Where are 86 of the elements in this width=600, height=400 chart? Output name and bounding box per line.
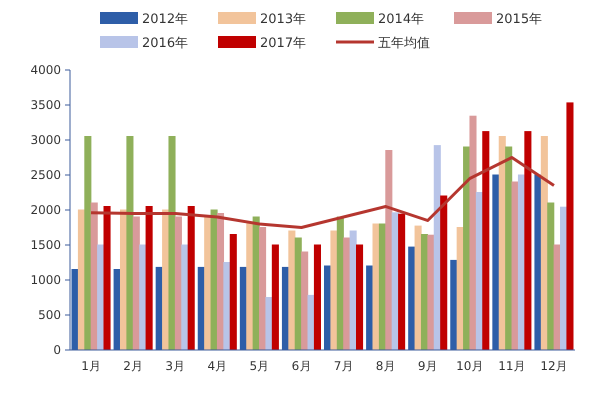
bar <box>554 244 561 350</box>
x-tick-label: 11月 <box>498 359 526 373</box>
bar <box>168 136 176 350</box>
bar <box>392 212 399 350</box>
bar <box>188 206 195 350</box>
y-tick-label: 1500 <box>30 238 61 252</box>
legend-label: 2016年 <box>142 36 188 51</box>
bar <box>372 224 380 350</box>
bar <box>498 136 506 350</box>
legend-label: 2017年 <box>260 36 306 51</box>
bar <box>408 246 416 350</box>
bar <box>343 238 350 350</box>
bar <box>126 136 134 350</box>
bar <box>476 192 483 350</box>
bar <box>463 146 470 350</box>
bar <box>78 210 85 350</box>
x-tick-label: 6月 <box>292 359 312 373</box>
legend-label: 2015年 <box>496 12 542 27</box>
x-tick-label: 8月 <box>376 359 396 373</box>
bar <box>272 244 279 350</box>
bar <box>282 266 289 350</box>
bar <box>366 266 374 350</box>
bar <box>524 131 532 350</box>
legend-label: 2014年 <box>378 12 424 27</box>
bar <box>547 202 554 350</box>
x-tick-label: 7月 <box>334 359 354 373</box>
y-tick-label: 500 <box>38 308 61 322</box>
bar <box>456 227 464 350</box>
x-tick-label: 1月 <box>81 359 101 373</box>
bar <box>314 244 321 350</box>
bar <box>223 262 230 350</box>
bar <box>174 216 182 350</box>
x-tick-label: 10月 <box>456 359 484 373</box>
bar <box>512 182 519 350</box>
y-tick-label: 2000 <box>30 203 61 217</box>
x-tick-label: 5月 <box>250 359 270 373</box>
line-series <box>90 156 556 229</box>
y-tick-label: 3000 <box>30 133 61 147</box>
bar <box>427 234 434 350</box>
bar <box>114 269 121 350</box>
bar <box>414 226 422 350</box>
bar <box>204 216 212 350</box>
bar <box>324 266 332 350</box>
legend-label: 五年均值 <box>378 36 430 51</box>
x-tick-label: 9月 <box>418 359 438 373</box>
x-tick-label: 12月 <box>540 359 568 373</box>
bar <box>350 230 357 350</box>
bar <box>378 224 386 350</box>
bar <box>534 174 542 350</box>
bar <box>90 202 98 350</box>
bar <box>566 102 574 350</box>
bar <box>518 174 526 350</box>
x-tick-label: 2月 <box>123 359 143 373</box>
x-tick-label: 4月 <box>207 359 228 373</box>
y-tick-label: 4000 <box>30 63 61 77</box>
bar <box>560 206 568 350</box>
y-tick-label: 1000 <box>30 273 61 287</box>
bar <box>97 244 104 350</box>
bar <box>440 196 448 350</box>
bar <box>216 213 224 350</box>
bar <box>252 216 260 350</box>
bar <box>398 214 406 350</box>
bar <box>139 244 146 350</box>
x-tick-label: 3月 <box>165 359 186 373</box>
bar <box>104 206 111 350</box>
bar <box>482 131 490 350</box>
bar <box>330 230 338 350</box>
y-tick-label: 2500 <box>30 168 61 182</box>
legend-label: 2012年 <box>142 12 188 27</box>
bar <box>146 206 153 350</box>
bar <box>505 146 512 350</box>
bar <box>469 116 477 350</box>
bar <box>308 294 315 350</box>
bar <box>356 244 364 350</box>
bar <box>294 238 302 350</box>
bar <box>246 224 254 350</box>
bar <box>156 266 163 350</box>
legend-label: 2013年 <box>260 12 306 27</box>
bar <box>259 227 266 350</box>
y-tick-label: 3500 <box>30 98 61 112</box>
bar <box>265 297 273 350</box>
y-tick-label: 0 <box>53 343 61 357</box>
bar <box>72 269 79 350</box>
bar <box>301 252 308 350</box>
bar <box>230 234 237 350</box>
bar <box>420 234 428 350</box>
